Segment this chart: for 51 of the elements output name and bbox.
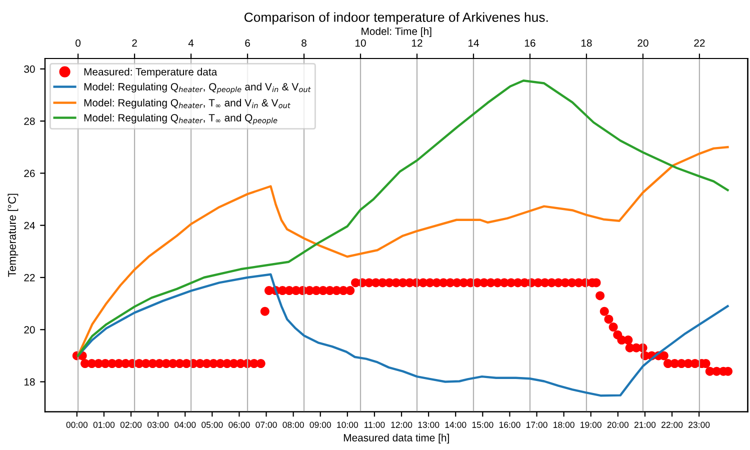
y-tick-label: 26 — [24, 170, 35, 178]
x2-axis-title: Model: Time [h] — [362, 27, 432, 38]
y-tick-label: 18 — [24, 378, 35, 386]
x-tick-label: 12:00 — [391, 422, 412, 428]
legend-label: Model: Regulating Q$_{heater}$, T$_{∞}$ and Q$_{people}$ — [84, 114, 278, 125]
x2-tick-label: 12 — [412, 39, 422, 47]
x-tick-label: 21:00 — [634, 422, 656, 428]
x2-tick-label: 20 — [638, 39, 648, 47]
x2-tick-label: 18 — [581, 39, 592, 47]
x2-tick-label: 4 — [188, 39, 194, 47]
x-tick-label: 09:00 — [310, 422, 331, 428]
x-tick-label: 22:00 — [662, 422, 683, 428]
x-tick-label: 03:00 — [147, 422, 169, 428]
x-tick-label: 10:00 — [337, 422, 358, 428]
x-tick-label: 00:00 — [66, 422, 88, 428]
chart-title: Comparison of indoor temperature of Arkivenes hus. — [244, 12, 548, 25]
x-tick-label: 08:00 — [282, 422, 304, 428]
x-tick-label: 15:00 — [472, 422, 494, 428]
x-tick-label: 06:00 — [228, 422, 250, 428]
x-tick-label: 19:00 — [580, 422, 602, 428]
y-axis-title: Temperature [°C] — [8, 194, 18, 277]
x2-tick-label: 2 — [132, 39, 137, 47]
x2-tick-label: 6 — [245, 39, 250, 47]
x2-tick-label: 22 — [694, 39, 705, 47]
y-tick-label: 30 — [24, 65, 35, 73]
x2-tick-label: 0 — [76, 39, 81, 47]
x2-tick-label: 10 — [356, 39, 366, 47]
x-tick-label: 18:00 — [554, 422, 574, 428]
y-tick-label: 20 — [24, 326, 35, 334]
x-tick-label: 01:00 — [93, 422, 115, 428]
x-tick-label: 02:00 — [120, 422, 142, 428]
legend-label: Model: Regulating Q$_{heater}$, T$_{∞}$ and V$_{in}$ & V$_{out}$ — [84, 98, 291, 109]
x2-tick-label: 8 — [302, 39, 306, 47]
x-tick-label: 13:00 — [418, 422, 440, 428]
x-tick-label: 05:00 — [202, 422, 223, 428]
x-tick-label: 11:00 — [364, 422, 385, 428]
x2-tick-label: 16 — [524, 39, 536, 47]
x-tick-label: 14:00 — [445, 422, 466, 428]
x-tick-label: 07:00 — [256, 422, 277, 428]
x-tick-label: 16:00 — [499, 422, 520, 428]
y-tick-label: 28 — [24, 118, 35, 125]
y-tick-label: 22 — [24, 274, 35, 282]
x-tick-label: 23:00 — [688, 422, 710, 428]
y-tick-label: 24 — [24, 222, 35, 230]
x-tick-label: 04:00 — [174, 422, 196, 428]
x-tick-label: 17:00 — [526, 422, 548, 428]
x-tick-label: 20:00 — [607, 422, 629, 428]
x-axis-title: Measured data time [h] — [344, 434, 449, 444]
x2-tick-label: 14 — [468, 39, 479, 47]
legend-label: Measured: Temperature data — [84, 68, 218, 78]
legend-label: Model: Regulating Q$_{heater}$, Q$_{people}$ and V$_{in}$ & V$_{out}$ — [84, 82, 311, 94]
